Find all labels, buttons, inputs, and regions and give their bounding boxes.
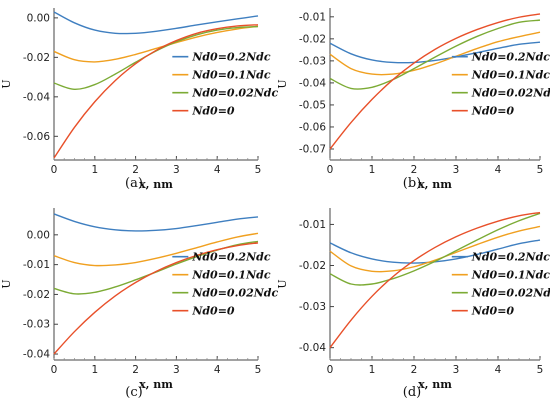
x-tick-label: 3 [453,164,460,176]
panel-caption: (b) [403,176,421,191]
y-tick-label: -0.01 [299,11,326,23]
panel-caption: (a) [125,176,143,191]
x-tick-label: 1 [91,164,98,176]
x-axis-label: x, nm [139,378,173,391]
y-tick-label: -0.05 [299,99,326,111]
series-line-4 [53,242,259,355]
x-tick-label: 5 [255,164,262,176]
y-tick-label: -0.03 [299,55,326,67]
legend-label: Nd0=0.1Ndc [191,69,271,82]
series-line-1 [329,41,541,64]
y-tick-label: -0.03 [23,319,50,331]
x-axis-label: x, nm [139,178,173,191]
series-line-3 [329,19,541,90]
chart-panel-3: 0 1 2 3 4 5 0.00 -0.01 -0.02 -0.03 -0.04 x, nm U Nd0=… [0,208,278,400]
x-tick-label: 2 [411,364,418,376]
legend-label: Nd0=0 [471,305,515,318]
legend-label: Nd0=0.2Ndc [471,51,550,64]
x-tick-label: 1 [369,364,376,376]
y-tick-label: -0.02 [299,260,326,272]
y-axis-label: U [276,79,289,88]
y-tick-label: -0.04 [23,349,50,361]
y-tick-label: -0.01 [23,259,50,271]
series-line-3 [329,212,541,286]
y-axis-label: U [0,79,13,88]
chart-panel-4: 0 1 2 3 4 5 -0.01 -0.02 -0.03 -0.04 x, nm U Nd0=0.2N… [276,208,550,400]
legend-label: Nd0=0.1Ndc [191,269,271,282]
series-line-2 [53,25,259,63]
y-tick-label: 0.00 [27,12,50,24]
x-tick-label: 2 [411,164,418,176]
x-tick-label: 2 [132,164,139,176]
x-tick-label: 5 [537,164,544,176]
x-tick-label: 3 [173,364,180,376]
y-tick-label: -0.04 [23,91,50,103]
x-axis-label: x, nm [418,378,452,391]
x-tick-label: 0 [327,364,334,376]
panel-caption: (d) [403,385,421,400]
y-axis-label: U [276,279,289,288]
y-tick-label: -0.07 [299,143,326,155]
x-tick-label: 0 [51,364,58,376]
legend-label: Nd0=0.1Ndc [471,269,550,282]
chart-panel-2: 0 1 2 3 4 5 -0.01 -0.02 -0.03 -0.04 -0.05 -0.06 -0.0… [276,8,550,191]
y-tick-label: 0.00 [27,229,50,241]
series-line-2 [329,31,541,76]
series-line-2 [329,225,541,273]
y-tick-label: -0.06 [23,131,50,143]
x-tick-label: 1 [369,164,376,176]
legend-label: Nd0=0.1Ndc [471,69,550,82]
series-line-4 [53,24,259,159]
y-tick-label: -0.02 [23,52,50,64]
series-line-4 [329,13,541,150]
y-tick-label: -0.04 [299,77,326,89]
x-tick-label: 0 [327,164,334,176]
y-tick-label: -0.04 [299,342,326,354]
y-tick-label: -0.01 [299,219,326,231]
y-axis-label: U [0,279,13,288]
series-line-4 [329,211,541,349]
x-tick-label: 2 [132,364,139,376]
legend-label: Nd0=0 [191,105,235,118]
legend-label: Nd0=0 [191,305,235,318]
y-tick-label: -0.02 [299,33,326,45]
y-tick-label: -0.03 [299,301,326,313]
panel-caption: (c) [125,385,142,400]
x-tick-label: 3 [173,164,180,176]
x-axis-label: x, nm [418,178,452,191]
series-line-2 [53,232,259,267]
legend-label: Nd0=0.02Ndc [191,287,278,300]
x-tick-label: 4 [214,164,221,176]
y-tick-label: -0.02 [23,289,50,301]
legend-label: Nd0=0.2Ndc [191,51,271,64]
x-tick-label: 4 [495,164,502,176]
x-tick-label: 5 [255,364,262,376]
legend-label: Nd0=0.2Ndc [191,251,271,264]
series-line-1 [53,11,259,35]
legend-label: Nd0=0.02Ndc [471,287,550,300]
x-tick-label: 0 [51,164,58,176]
legend-label: Nd0=0.02Ndc [191,87,278,100]
x-tick-label: 4 [495,364,502,376]
x-tick-label: 1 [91,364,98,376]
legend-label: Nd0=0.2Ndc [471,251,550,264]
y-tick-label: -0.06 [299,121,326,133]
chart-panel-1: 0 1 2 3 4 5 0.00 -0.02 -0.04 -0.06 x, nm U Nd0=0.2Nd… [0,8,278,191]
legend-label: Nd0=0 [471,105,515,118]
x-tick-label: 3 [453,364,460,376]
x-tick-label: 5 [537,364,544,376]
legend-label: Nd0=0.02Ndc [471,87,550,100]
x-tick-label: 4 [214,364,221,376]
series-line-1 [53,213,259,232]
